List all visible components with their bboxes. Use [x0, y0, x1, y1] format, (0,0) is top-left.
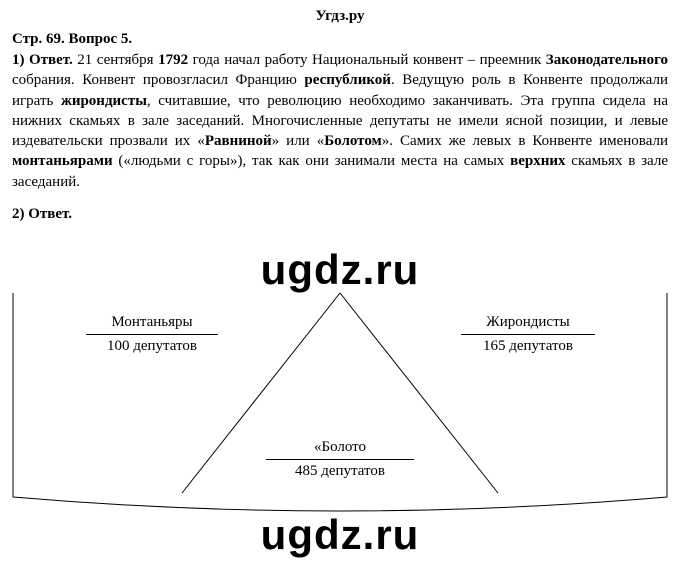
- group-right-name: Жирондисты: [461, 313, 594, 336]
- group-right: Жирондисты 165 депутатов: [428, 313, 628, 357]
- group-left: Монтаньяры 100 депутатов: [52, 313, 252, 357]
- answer-part1: 1) Ответ. 21 сентября 1792 года начал ра…: [12, 50, 668, 192]
- group-left-name: Монтаньяры: [86, 313, 217, 336]
- convention-diagram: Монтаньяры 100 депутатов Жирондисты 165 …: [12, 283, 668, 523]
- group-bottom-name: «Болото: [266, 438, 414, 461]
- center-watermark: ugdz.ru: [261, 246, 420, 294]
- group-right-count: 165 депутатов: [428, 337, 628, 357]
- page-question-header: Стр. 69. Вопрос 5.: [12, 31, 668, 48]
- answer-part2-label: 2) Ответ.: [12, 206, 668, 223]
- group-left-count: 100 депутатов: [52, 337, 252, 357]
- group-bottom-count: 485 депутатов: [230, 462, 450, 482]
- top-watermark: Угдз.ру: [12, 8, 668, 25]
- bottom-watermark: ugdz.ru: [261, 511, 420, 559]
- group-bottom: «Болото 485 депутатов: [230, 438, 450, 482]
